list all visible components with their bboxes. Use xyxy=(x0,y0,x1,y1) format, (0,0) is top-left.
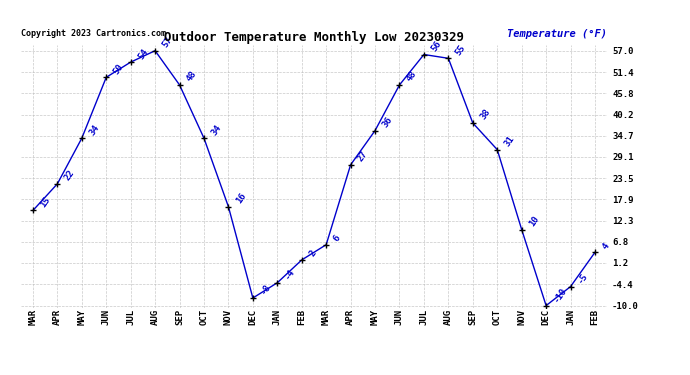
Text: 48: 48 xyxy=(185,70,199,84)
Text: 38: 38 xyxy=(478,108,492,122)
Text: Copyright 2023 Cartronics.com: Copyright 2023 Cartronics.com xyxy=(21,29,166,38)
Text: 50: 50 xyxy=(112,62,126,76)
Text: 57: 57 xyxy=(161,35,174,50)
Text: 55: 55 xyxy=(454,43,467,57)
Text: 15: 15 xyxy=(39,195,52,209)
Text: 10: 10 xyxy=(527,214,541,228)
Text: 48: 48 xyxy=(405,70,419,84)
Text: 22: 22 xyxy=(63,168,77,183)
Text: 2: 2 xyxy=(307,249,317,258)
Text: -10: -10 xyxy=(552,286,569,304)
Text: 56: 56 xyxy=(429,39,443,53)
Text: -4: -4 xyxy=(283,267,297,281)
Text: 36: 36 xyxy=(381,115,394,129)
Text: -5: -5 xyxy=(576,271,590,285)
Text: -8: -8 xyxy=(259,283,272,297)
Text: 6: 6 xyxy=(332,234,342,243)
Text: Temperature (°F): Temperature (°F) xyxy=(507,29,607,39)
Text: 16: 16 xyxy=(234,191,248,205)
Text: 34: 34 xyxy=(88,123,101,137)
Text: 27: 27 xyxy=(356,150,370,164)
Text: 54: 54 xyxy=(136,47,150,61)
Title: Outdoor Temperature Monthly Low 20230329: Outdoor Temperature Monthly Low 20230329 xyxy=(164,31,464,44)
Text: 4: 4 xyxy=(600,242,611,251)
Text: 31: 31 xyxy=(503,134,516,148)
Text: 34: 34 xyxy=(210,123,223,137)
